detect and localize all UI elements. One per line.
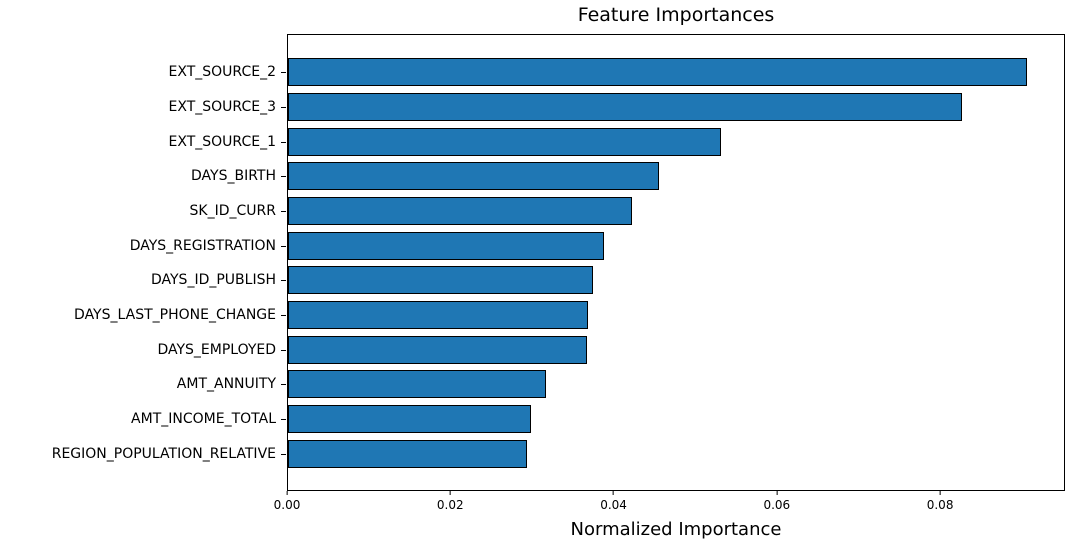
x-tick-label: 0.00 [273, 498, 301, 512]
bar [288, 301, 589, 330]
bar [288, 405, 531, 434]
y-tick-mark [281, 453, 286, 455]
x-tick-mark [613, 491, 615, 495]
x-axis: 0.00 0.02 0.04 0.06 0.08 [274, 491, 1065, 515]
x-tick: 0.06 [763, 491, 790, 512]
bar [288, 197, 632, 226]
y-tick-mark [281, 176, 286, 178]
x-tick-label: 0.08 [926, 498, 954, 512]
y-tick-mark [281, 211, 286, 213]
plot-area: EXT_SOURCE_2 EXT_SOURCE_3 EXT_SOURCE_1 DAYS… [52, 34, 1065, 491]
bar-row: EXT_SOURCE_2 [169, 55, 1064, 90]
bar [288, 439, 527, 468]
bar-row: DAYS_BIRTH [191, 159, 1064, 194]
bar-row: AMT_INCOME_TOTAL [131, 402, 1064, 437]
x-tick-mark [449, 491, 451, 495]
y-tick-mark [281, 384, 286, 386]
chart-title: Feature Importances [577, 4, 775, 26]
y-tick-label: AMT_INCOME_TOTAL [131, 411, 276, 428]
bar-row: DAYS_LAST_PHONE_CHANGE [74, 298, 1064, 333]
bar-row: EXT_SOURCE_1 [169, 124, 1064, 159]
y-tick-label: EXT_SOURCE_3 [168, 99, 276, 115]
bar [288, 127, 722, 156]
x-tick-mark [776, 491, 778, 495]
bar [288, 162, 660, 191]
y-tick-label: SK_ID_CURR [189, 203, 276, 220]
y-tick-label: DAYS_LAST_PHONE_CHANGE [74, 307, 276, 324]
y-tick-mark [281, 245, 286, 247]
bar [288, 335, 587, 364]
x-tick: 0.04 [600, 491, 627, 512]
x-tick-label: 0.02 [436, 498, 464, 512]
x-tick-mark [939, 491, 941, 495]
x-tick: 0.02 [437, 491, 464, 512]
y-tick-mark [281, 141, 286, 143]
bar-row: REGION_POPULATION_RELATIVE [52, 436, 1064, 471]
bar [288, 93, 963, 121]
bar [288, 231, 604, 260]
bar-row: DAYS_REGISTRATION [130, 228, 1064, 263]
bar-row: EXT_SOURCE_3 [169, 90, 1064, 125]
x-tick-label: 0.04 [600, 498, 627, 512]
bar [288, 370, 547, 399]
y-tick-label: DAYS_BIRTH [191, 168, 276, 185]
x-tick: 0.08 [926, 491, 954, 512]
y-tick-mark [281, 315, 286, 317]
y-tick-label: EXT_SOURCE_2 [168, 64, 276, 81]
bar-row: SK_ID_CURR [190, 194, 1064, 229]
x-tick: 0.00 [273, 491, 301, 512]
y-tick-label: DAYS_EMPLOYED [157, 341, 276, 358]
y-tick-label: EXT_SOURCE_1 [168, 133, 276, 150]
y-tick-mark [281, 107, 286, 108]
bar-row: DAYS_ID_PUBLISH [151, 263, 1064, 298]
y-tick-label: DAYS_ID_PUBLISH [150, 272, 276, 289]
x-axis-label: Normalized Importance [570, 519, 782, 540]
x-tick-label: 0.06 [763, 498, 791, 512]
y-tick-mark [281, 419, 286, 421]
y-tick-label: DAYS_REGISTRATION [129, 237, 276, 254]
y-tick-mark [281, 72, 286, 74]
y-tick-mark [281, 280, 286, 282]
bar [288, 58, 1027, 87]
bar-row: AMT_ANNUITY [177, 367, 1064, 402]
x-tick-mark [286, 491, 288, 495]
y-tick-label: REGION_POPULATION_RELATIVE [51, 445, 276, 462]
y-tick-label: AMT_ANNUITY [176, 376, 276, 393]
bar-row: DAYS_EMPLOYED [157, 332, 1064, 367]
bar [288, 266, 593, 295]
y-tick-mark [281, 349, 286, 351]
